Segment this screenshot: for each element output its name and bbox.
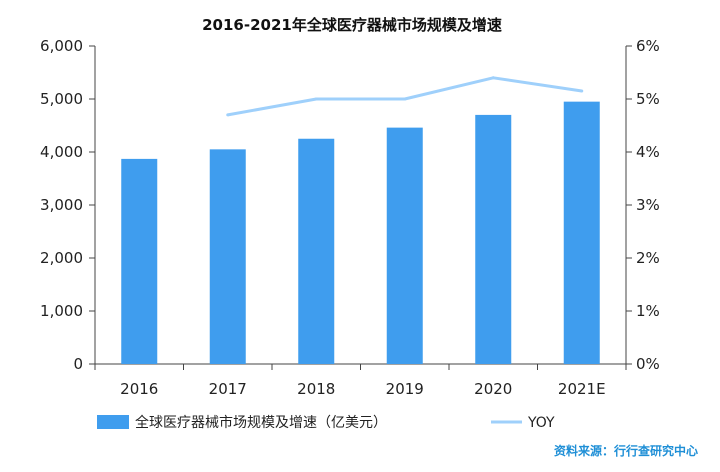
x-tick-label: 2018 [297, 380, 335, 398]
right-tick-label: 1% [636, 302, 660, 320]
yoy-point [403, 97, 407, 101]
x-axis-ticks: 2016 2017 2018 2019 2020 2021E [94, 364, 627, 398]
left-tick-label: 0 [73, 355, 83, 373]
x-tick-label: 2016 [120, 380, 158, 398]
right-tick-label: 4% [636, 143, 660, 161]
bar [298, 138, 335, 364]
yoy-line-layer [226, 76, 584, 117]
bar [121, 158, 158, 364]
left-tick-label: 3,000 [40, 196, 83, 214]
bar [475, 114, 512, 365]
chart-title: 2016-2021年全球医疗器械市场规模及增速 [202, 16, 502, 34]
left-tick-label: 1,000 [40, 302, 83, 320]
yoy-point [226, 113, 230, 117]
bar [386, 127, 423, 365]
right-tick-label: 0% [636, 355, 660, 373]
right-tick-label: 5% [636, 90, 660, 108]
yoy-point [314, 97, 318, 101]
yoy-point [491, 76, 495, 80]
bar [209, 149, 246, 364]
left-tick-label: 4,000 [40, 143, 83, 161]
right-tick-label: 6% [636, 37, 660, 55]
left-tick-label: 6,000 [40, 37, 83, 55]
legend-bar-swatch [97, 415, 129, 429]
x-tick-label: 2019 [386, 380, 424, 398]
legend-line-label: YOY [527, 415, 555, 431]
bars [121, 101, 600, 365]
x-tick-label: 2021E [558, 380, 606, 398]
x-tick-label: 2017 [209, 380, 247, 398]
left-axis-ticks: 0 1,000 2,000 3,000 4,000 5,000 6,000 [40, 37, 95, 373]
yoy-point [580, 89, 584, 93]
right-axis-ticks: 0% 1% 2% 3% 4% 5% 6% [626, 37, 660, 373]
right-tick-label: 3% [636, 196, 660, 214]
bar [563, 101, 600, 365]
legend-bar-label: 全球医疗器械市场规模及增速（亿美元） [135, 414, 387, 431]
x-tick-label: 2020 [474, 380, 512, 398]
left-tick-label: 2,000 [40, 249, 83, 267]
left-tick-label: 5,000 [40, 90, 83, 108]
right-tick-label: 2% [636, 249, 660, 267]
source-note: 资料来源：行行查研究中心 [554, 443, 698, 458]
yoy-line [227, 76, 583, 117]
